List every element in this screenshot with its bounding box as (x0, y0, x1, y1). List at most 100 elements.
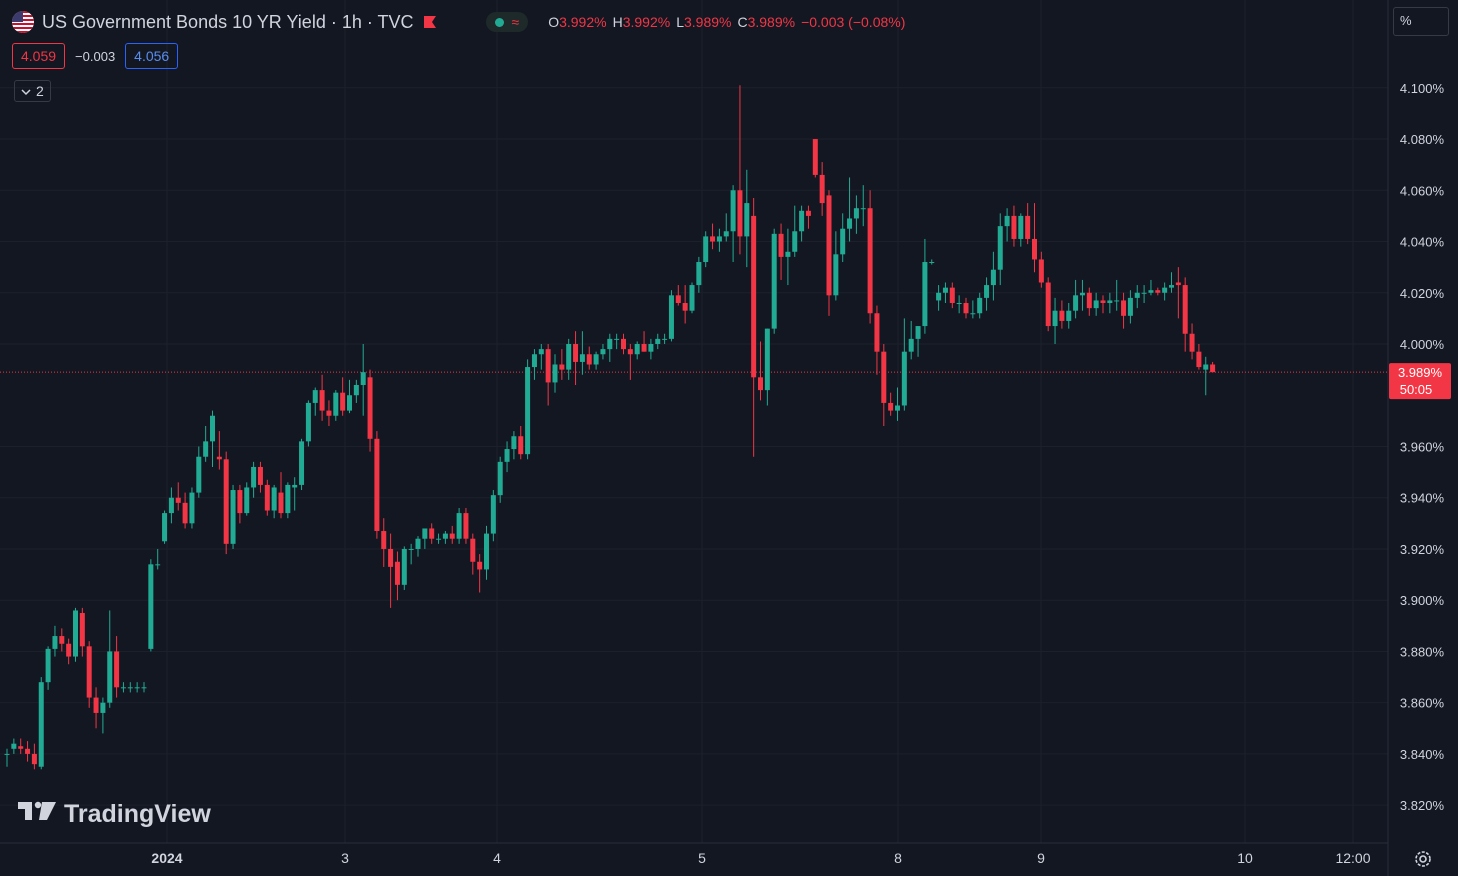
price-axis[interactable]: 4.100% 4.080% 4.060% 4.040% 4.020% 4.000% 3.96… (1400, 81, 1445, 813)
tradingview-logo[interactable]: TradingView (18, 800, 211, 829)
candle[interactable] (552, 354, 558, 393)
candle[interactable] (641, 331, 647, 352)
candles[interactable] (4, 85, 1216, 770)
candle[interactable] (497, 456, 503, 503)
sell-button[interactable]: 4.059 (12, 43, 66, 69)
candle[interactable] (997, 213, 1003, 286)
candle[interactable] (730, 185, 736, 263)
candle[interactable] (518, 425, 524, 460)
candle[interactable] (86, 641, 92, 708)
candle[interactable] (1059, 300, 1065, 329)
flag-marker-icon[interactable] (422, 14, 438, 30)
scale-mode-button[interactable]: % (1393, 7, 1449, 36)
candle[interactable] (607, 333, 613, 362)
candle[interactable] (381, 518, 387, 567)
candle[interactable] (1066, 303, 1072, 329)
candle[interactable] (675, 285, 681, 306)
candle[interactable] (710, 223, 716, 250)
candle[interactable] (538, 344, 544, 370)
candle[interactable] (579, 331, 585, 375)
candle[interactable] (778, 223, 784, 280)
candle[interactable] (162, 510, 168, 544)
candle[interactable] (52, 625, 58, 657)
candle[interactable] (655, 333, 661, 350)
candle[interactable] (237, 484, 243, 524)
candle[interactable] (1155, 287, 1161, 296)
candle[interactable] (401, 546, 407, 590)
candle[interactable] (319, 374, 325, 421)
candle[interactable] (956, 295, 962, 314)
candle[interactable] (1182, 277, 1188, 352)
candle[interactable] (1121, 292, 1127, 329)
candle[interactable] (422, 528, 428, 549)
candle[interactable] (127, 682, 133, 693)
candle[interactable] (388, 533, 394, 608)
candle[interactable] (853, 195, 859, 234)
candle[interactable] (1045, 277, 1051, 332)
candle[interactable] (634, 341, 640, 360)
candle[interactable] (901, 318, 907, 411)
candle[interactable] (792, 205, 798, 257)
candle[interactable] (100, 697, 106, 734)
candle[interactable] (593, 351, 599, 370)
candle[interactable] (1175, 267, 1181, 319)
candle[interactable] (134, 682, 140, 693)
candle[interactable] (4, 748, 10, 767)
candle[interactable] (442, 531, 448, 544)
candle[interactable] (984, 277, 990, 311)
candle[interactable] (1011, 205, 1017, 247)
candle[interactable] (1079, 279, 1085, 311)
candle[interactable] (1025, 203, 1031, 245)
candle[interactable] (189, 487, 195, 529)
candle[interactable] (1052, 297, 1058, 344)
candle[interactable] (1107, 292, 1113, 314)
candle[interactable] (223, 451, 229, 555)
candle[interactable] (264, 479, 270, 516)
candle[interactable] (278, 472, 284, 519)
candle[interactable] (408, 543, 414, 565)
candle[interactable] (1134, 285, 1140, 309)
candle[interactable] (1148, 279, 1154, 296)
candle[interactable] (196, 446, 202, 498)
candle[interactable] (703, 231, 709, 268)
candle[interactable] (586, 346, 592, 370)
candle[interactable] (627, 344, 633, 380)
candle[interactable] (1189, 323, 1195, 360)
candle[interactable] (812, 139, 818, 178)
candle[interactable] (1004, 208, 1010, 242)
candle[interactable] (107, 610, 113, 708)
candle[interactable] (1100, 295, 1106, 314)
candle[interactable] (847, 177, 853, 242)
candle[interactable] (559, 349, 565, 380)
candle[interactable] (59, 628, 65, 652)
candle[interactable] (942, 282, 948, 304)
candle[interactable] (292, 477, 298, 511)
candle[interactable] (415, 536, 421, 557)
candle[interactable] (1203, 356, 1209, 396)
candle[interactable] (600, 344, 606, 360)
candle[interactable] (353, 379, 359, 403)
candle[interactable] (374, 431, 380, 539)
candle[interactable] (888, 392, 894, 416)
candle[interactable] (504, 441, 510, 473)
candle[interactable] (1127, 290, 1133, 324)
candle[interactable] (758, 341, 763, 401)
candle[interactable] (511, 431, 517, 460)
candle[interactable] (744, 169, 750, 268)
candle[interactable] (963, 297, 969, 319)
candle[interactable] (251, 461, 257, 498)
candle[interactable] (1018, 213, 1024, 247)
candle[interactable] (1169, 272, 1174, 293)
candle[interactable] (881, 344, 887, 426)
candle[interactable] (484, 525, 489, 580)
candle[interactable] (771, 228, 777, 334)
candle[interactable] (244, 482, 250, 516)
candle[interactable] (696, 256, 702, 293)
candle[interactable] (874, 305, 880, 375)
candle[interactable] (648, 338, 654, 360)
candle[interactable] (621, 333, 626, 355)
candle[interactable] (990, 251, 996, 301)
candle[interactable] (860, 185, 866, 227)
candle[interactable] (1210, 361, 1216, 373)
